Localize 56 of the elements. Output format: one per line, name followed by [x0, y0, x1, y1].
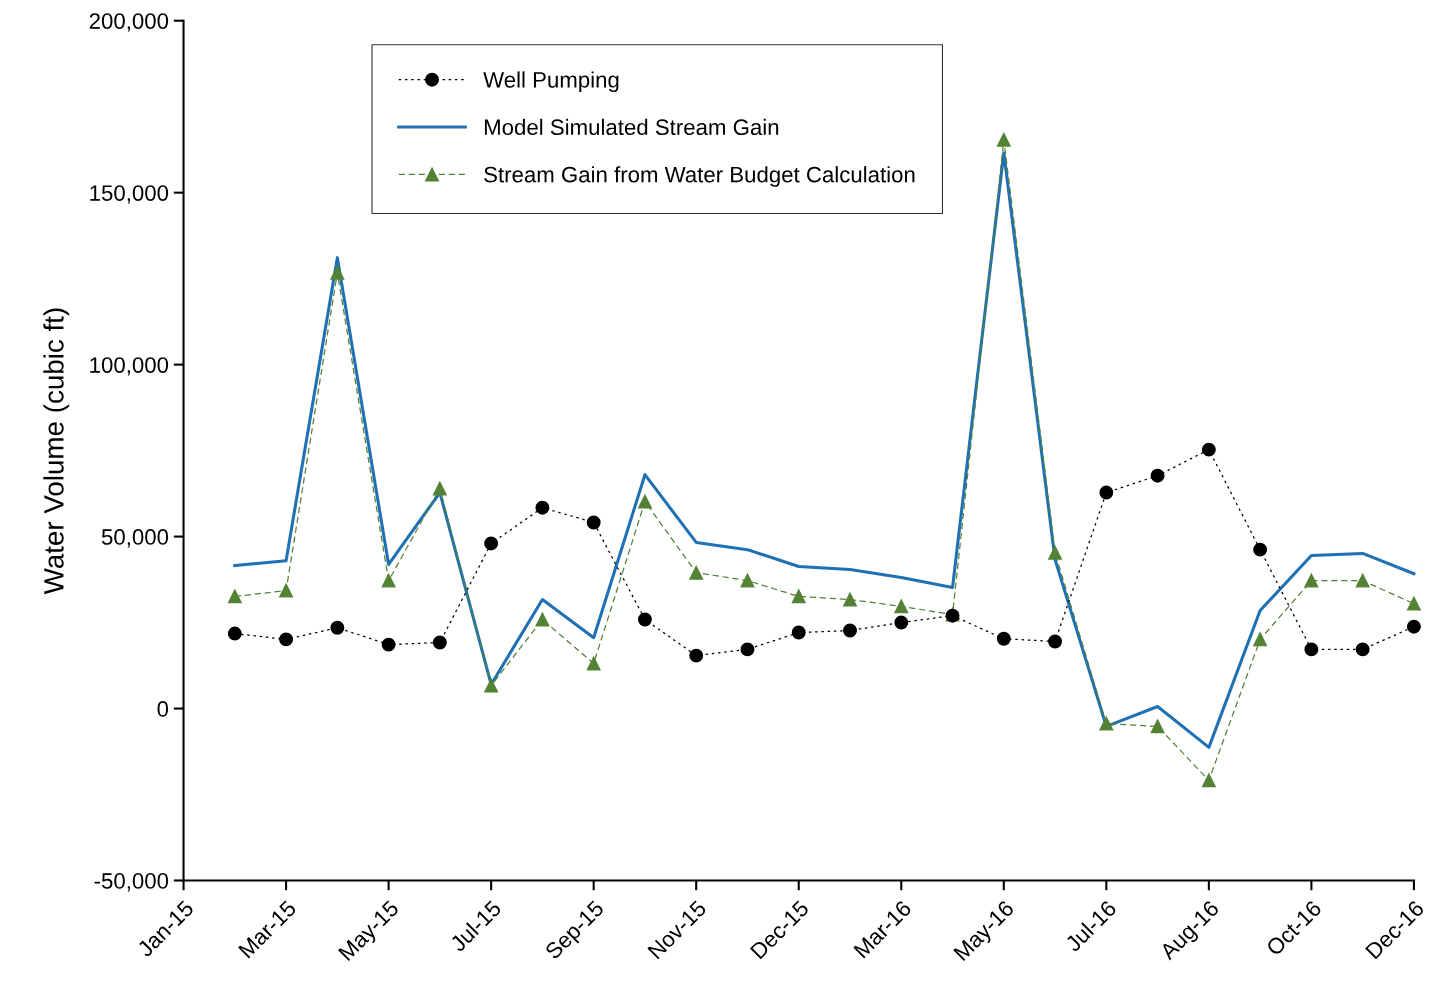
- y-axis-title: Water Volume (cubic ft): [43, 308, 70, 595]
- point: [1406, 619, 1421, 634]
- point: [432, 481, 447, 496]
- point: [894, 615, 909, 630]
- point: [1304, 642, 1319, 657]
- y-tick-label: -50,000: [94, 873, 169, 892]
- point: [484, 536, 499, 551]
- point: [1201, 773, 1216, 788]
- point: [843, 592, 857, 607]
- y-tick-label: 100,000: [90, 357, 169, 376]
- point: [689, 565, 704, 580]
- point: [586, 515, 601, 530]
- point: [1150, 719, 1165, 734]
- point: [1048, 634, 1063, 649]
- point: [1355, 642, 1370, 657]
- point: [791, 625, 806, 640]
- y-tick-label: 150,000: [90, 185, 169, 204]
- point: [637, 494, 652, 509]
- point: [279, 583, 294, 598]
- point: [484, 678, 499, 693]
- point: [791, 589, 806, 604]
- y-tick-label: 200,000: [89, 13, 169, 32]
- point: [381, 637, 396, 652]
- point: [227, 626, 242, 641]
- point: [432, 635, 447, 650]
- point: [637, 612, 652, 627]
- legend-label: Model Simulated Stream Gain: [484, 118, 779, 136]
- point: [1099, 485, 1114, 500]
- y-tick-label: 50,000: [101, 529, 169, 548]
- point: [1253, 632, 1268, 647]
- point: [1355, 573, 1370, 588]
- point: [1253, 542, 1268, 557]
- point: [586, 656, 601, 671]
- point: [1304, 573, 1319, 588]
- point: [1201, 442, 1216, 457]
- point: [894, 599, 909, 614]
- legend-label: Well Pumping: [483, 71, 619, 93]
- legend-label: Stream Gain from Water Budget Calculation: [484, 166, 915, 187]
- point: [330, 265, 345, 280]
- point: [996, 132, 1011, 147]
- point: [1150, 468, 1165, 483]
- point: [381, 573, 396, 588]
- point: [1048, 545, 1063, 560]
- point: [330, 620, 345, 635]
- point: [279, 632, 294, 647]
- y-tick-label: 0: [157, 701, 169, 717]
- point: [740, 642, 755, 657]
- point: [1406, 596, 1421, 611]
- point: [1099, 716, 1114, 731]
- point: [535, 500, 550, 515]
- point: [843, 623, 857, 638]
- point: [740, 573, 755, 588]
- point: [996, 631, 1011, 646]
- point: [689, 648, 704, 663]
- point: [227, 589, 242, 604]
- point: [535, 612, 550, 627]
